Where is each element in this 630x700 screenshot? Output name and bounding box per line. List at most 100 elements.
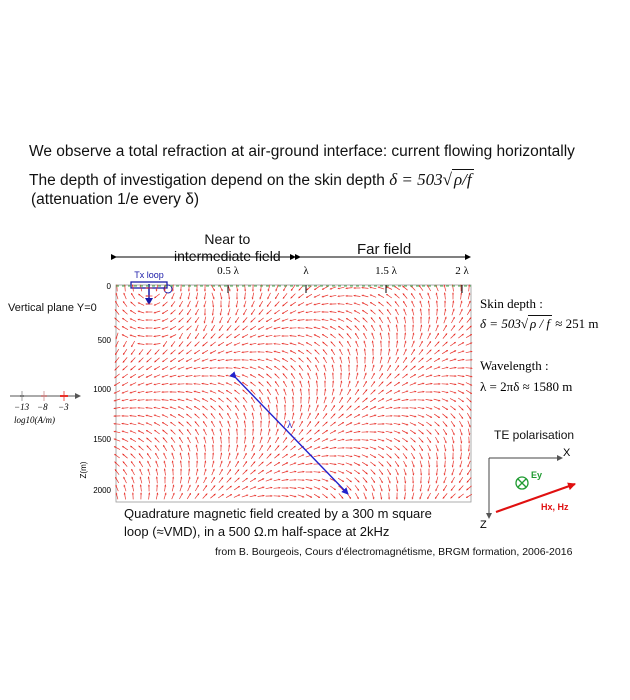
- field-arrowhead: [129, 391, 132, 394]
- field-arrowhead: [404, 332, 407, 335]
- field-arrowhead: [170, 352, 173, 355]
- field-arrowhead: [123, 292, 126, 295]
- field-arrowhead: [211, 313, 214, 316]
- field-arrowhead: [187, 444, 190, 447]
- field-arrowhead: [113, 438, 116, 441]
- field-arrowhead: [442, 496, 445, 499]
- field-arrowhead: [137, 383, 140, 386]
- field-arrowhead: [114, 469, 117, 472]
- field-arrowhead: [331, 372, 334, 375]
- field-arrowhead: [202, 336, 205, 339]
- field-arrowhead: [374, 406, 377, 409]
- field-arrowhead: [289, 342, 292, 345]
- field-arrowhead: [243, 297, 246, 300]
- field-arrowhead: [219, 428, 222, 431]
- field-arrowhead: [390, 439, 393, 442]
- field-arrowhead: [353, 287, 356, 290]
- field-arrowhead: [226, 397, 229, 400]
- field-arrowhead: [249, 351, 252, 354]
- field-arrowhead: [113, 430, 116, 433]
- field-arrowhead: [420, 332, 423, 335]
- field-arrowhead: [123, 469, 125, 472]
- field-arrowhead: [185, 382, 188, 385]
- field-arrowhead: [153, 383, 156, 386]
- field-arrowhead: [412, 465, 415, 468]
- field-arrowhead: [462, 375, 465, 378]
- field-arrowhead: [349, 488, 352, 491]
- field-arrowhead: [203, 289, 206, 292]
- field-arrowhead: [349, 405, 352, 408]
- field-arrowhead: [187, 452, 190, 455]
- field-arrowhead: [347, 364, 350, 367]
- field-arrowhead: [225, 351, 228, 354]
- field-arrowhead: [114, 446, 116, 449]
- field-arrowhead: [114, 384, 117, 386]
- field-arrowhead: [161, 414, 164, 417]
- field-arrowhead: [302, 470, 305, 473]
- field-arrowhead: [396, 473, 399, 476]
- field-arrowhead: [357, 472, 360, 474]
- field-arrowhead: [114, 376, 117, 379]
- field-arrowhead: [161, 335, 164, 338]
- legend-label-8: −8: [37, 402, 48, 412]
- field-arrowhead: [381, 389, 384, 392]
- field-arrowhead: [129, 414, 132, 417]
- field-arrowhead: [381, 381, 384, 384]
- field-arrowhead: [388, 348, 391, 351]
- field-arrowhead: [349, 414, 352, 416]
- field-arrowhead: [228, 289, 231, 292]
- field-arrowhead: [397, 373, 400, 376]
- tx-loop-circle: [163, 284, 173, 294]
- field-arrowhead: [411, 293, 413, 296]
- field-arrowhead: [386, 301, 389, 304]
- field-arrowhead: [419, 300, 422, 303]
- field-arrowhead: [220, 444, 223, 447]
- field-arrowhead: [306, 349, 309, 352]
- field-arrowhead: [386, 294, 389, 296]
- field-arrowhead: [201, 390, 204, 393]
- legend-label-13: −13: [14, 402, 30, 412]
- field-arrowhead: [469, 416, 471, 419]
- field-arrowhead: [436, 465, 439, 468]
- field-arrowhead: [195, 329, 198, 332]
- field-arrowhead: [163, 468, 166, 471]
- depth-tick-1500: 1500: [93, 435, 111, 444]
- wavelength-arrow-label: λ: [287, 419, 293, 431]
- field-arrowhead: [283, 404, 286, 407]
- field-arrowhead: [179, 437, 181, 440]
- field-arrowhead: [179, 297, 182, 300]
- field-arrowhead: [226, 328, 229, 331]
- field-arrowhead: [155, 460, 158, 463]
- field-arrowhead: [171, 437, 173, 440]
- field-arrowhead: [218, 397, 221, 400]
- field-arrowhead: [194, 413, 197, 416]
- field-arrowhead: [249, 343, 252, 346]
- field-arrowhead: [218, 336, 221, 339]
- field-arrowhead: [203, 305, 206, 308]
- field-arrowhead: [154, 437, 157, 440]
- field-arrowhead: [460, 300, 463, 303]
- field-arrowhead: [373, 398, 376, 400]
- field-arrowhead: [162, 360, 165, 362]
- field-arrowhead: [113, 399, 116, 402]
- field-arrowhead: [203, 297, 206, 300]
- field-arrowhead: [468, 433, 471, 436]
- field-arrowhead: [169, 390, 172, 393]
- field-arrowhead: [251, 289, 254, 292]
- field-arrowhead: [462, 358, 465, 361]
- legend-label-3: −3: [58, 402, 69, 412]
- field-arrowhead: [365, 472, 368, 475]
- field-arrowhead: [382, 398, 384, 401]
- field-arrowhead: [219, 436, 222, 439]
- field-arrowhead: [467, 465, 470, 468]
- field-arrowhead: [459, 457, 462, 460]
- field-arrowhead: [430, 366, 432, 369]
- field-arrowhead: [382, 431, 385, 434]
- field-arrowhead: [145, 295, 148, 297]
- field-arrowhead: [363, 348, 366, 351]
- field-arrowhead: [153, 335, 156, 338]
- field-arrowhead: [374, 431, 377, 434]
- field-arrowhead: [162, 312, 165, 314]
- top-tick-one-half-lambda: 1.5 λ: [375, 265, 398, 277]
- skin-depth-value: δ = 503√ ρ / f ≈ 251 m: [480, 315, 599, 331]
